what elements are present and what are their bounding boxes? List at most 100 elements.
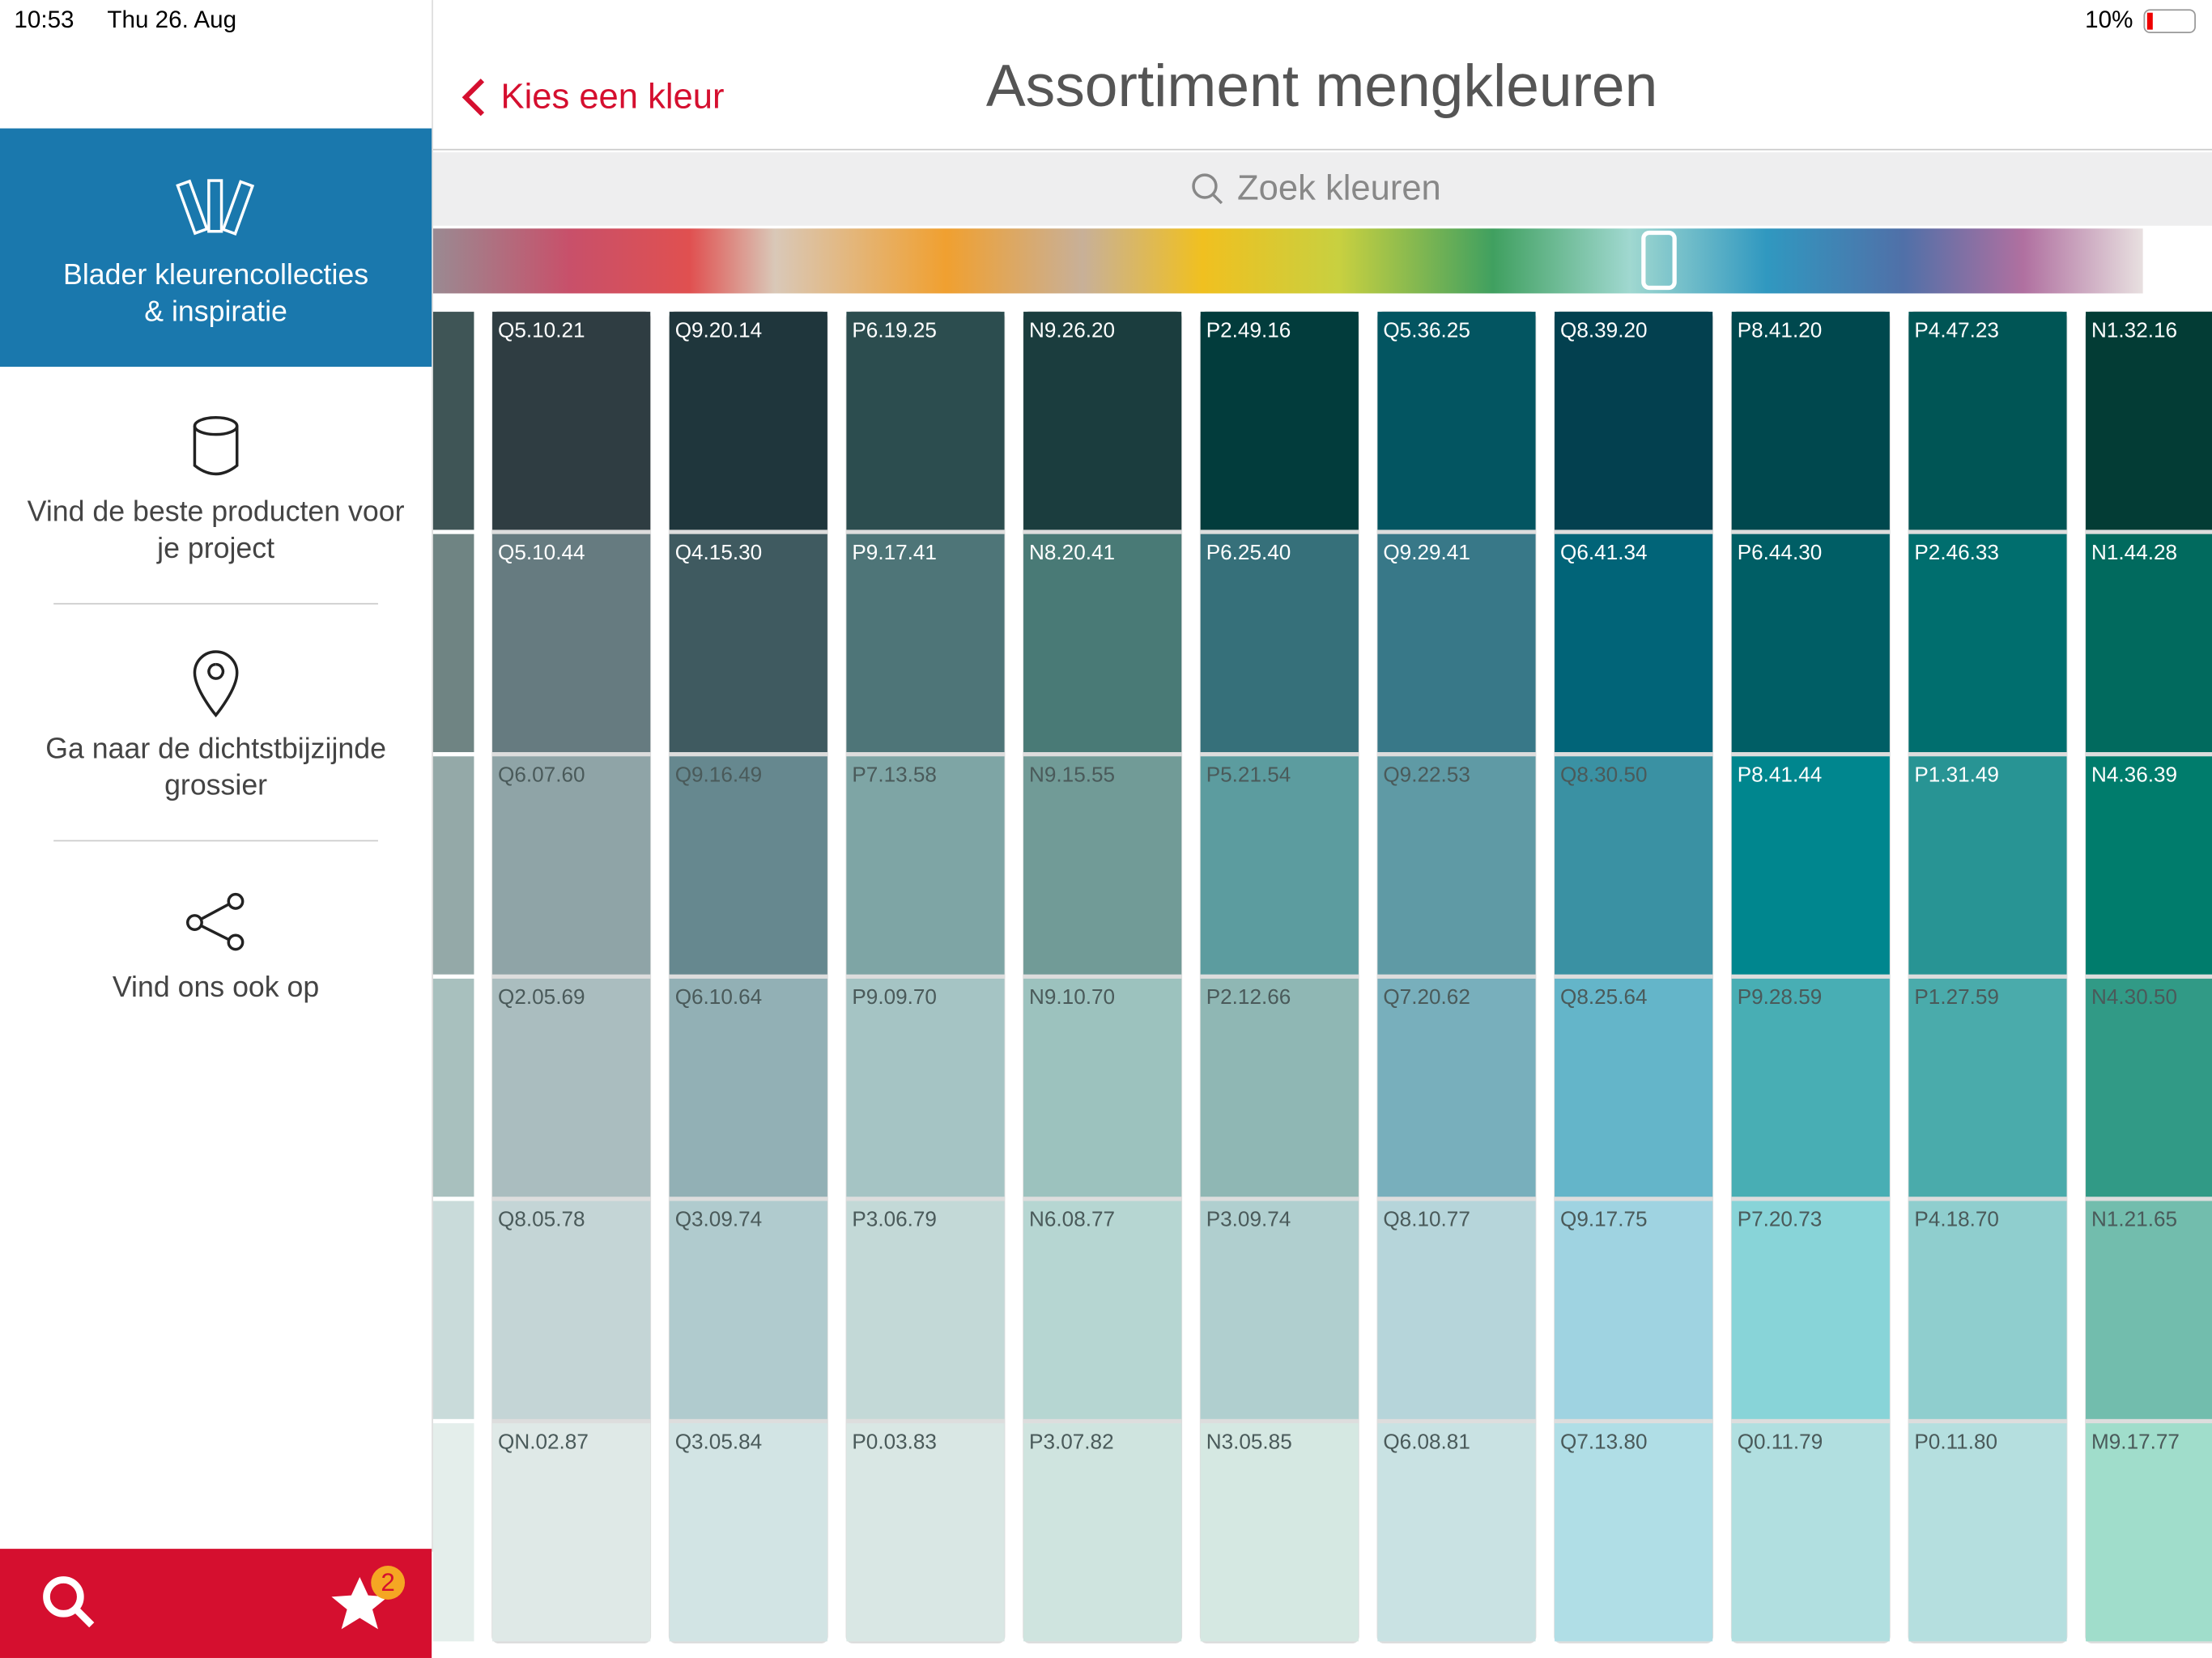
swatch-code: P3.06.79 (852, 1207, 937, 1231)
swatch[interactable] (1377, 312, 1536, 530)
swatch (432, 534, 474, 753)
swatch-code: N3.05.85 (1206, 1429, 1292, 1453)
swatch[interactable] (492, 756, 651, 975)
swatch[interactable] (1908, 756, 2067, 975)
swatch[interactable] (1908, 1201, 2067, 1419)
swatch[interactable] (1200, 1201, 1359, 1419)
pin-icon (193, 650, 239, 718)
sidebar-active[interactable] (0, 128, 432, 368)
swatch-code: Q5.10.44 (498, 540, 585, 564)
swatch[interactable] (1377, 756, 1536, 975)
swatch[interactable] (669, 756, 827, 975)
swatch[interactable] (1731, 1423, 1890, 1642)
swatch-code: Q8.10.77 (1383, 1207, 1470, 1231)
swatch[interactable] (669, 534, 827, 753)
swatch[interactable] (669, 1423, 827, 1642)
swatch[interactable] (492, 312, 651, 530)
swatch[interactable] (669, 312, 827, 530)
swatch[interactable] (846, 1423, 1005, 1642)
swatch[interactable] (1200, 756, 1359, 975)
swatch[interactable] (1731, 534, 1890, 753)
swatch[interactable] (846, 978, 1005, 1197)
swatch[interactable] (492, 1423, 651, 1642)
swatch-code: Q9.29.41 (1383, 540, 1470, 564)
swatch[interactable] (1908, 978, 2067, 1197)
swatch[interactable] (1023, 1201, 1182, 1419)
swatch[interactable] (1200, 312, 1359, 530)
back-button[interactable]: Kies een kleur (501, 77, 725, 116)
swatch-code: P6.44.30 (1738, 540, 1823, 564)
sidebar-label: Vind de beste producten voor (28, 495, 405, 528)
swatch-code: P4.47.23 (1914, 317, 1999, 342)
swatch[interactable] (1731, 1201, 1890, 1419)
swatch[interactable] (1908, 312, 2067, 530)
swatch-code: P8.41.44 (1738, 763, 1823, 787)
swatch[interactable] (1200, 1423, 1359, 1642)
swatch[interactable] (669, 1201, 827, 1419)
swatch[interactable] (1555, 1201, 1713, 1419)
swatch-code: Q8.05.78 (498, 1207, 585, 1231)
sidebar-label: Ga naar de dichtstbijzijnde (45, 732, 386, 764)
swatch[interactable] (2086, 312, 2212, 530)
swatch-code: Q9.16.49 (675, 763, 763, 787)
search-button[interactable] (43, 1576, 95, 1628)
swatch-code: N9.15.55 (1029, 763, 1115, 787)
swatch[interactable] (492, 978, 651, 1197)
back-chevron[interactable] (462, 79, 485, 117)
favorites-button[interactable] (331, 1576, 389, 1630)
swatch[interactable] (492, 1201, 651, 1419)
swatch-code: P6.25.40 (1206, 540, 1291, 564)
swatch[interactable] (1555, 756, 1713, 975)
swatch-code: Q7.20.62 (1383, 984, 1470, 1009)
swatch[interactable] (1023, 312, 1182, 530)
swatch[interactable] (1908, 1423, 2067, 1642)
swatch-code: P5.21.54 (1206, 763, 1291, 787)
swatch[interactable] (1555, 978, 1713, 1197)
swatch-code: P2.49.16 (1206, 317, 1291, 342)
swatch-code: Q7.13.80 (1560, 1429, 1647, 1453)
search-field[interactable] (432, 152, 2212, 226)
swatch-code: P9.17.41 (852, 540, 937, 564)
swatch[interactable] (2086, 1201, 2212, 1419)
swatch-code: Q5.36.25 (1383, 317, 1470, 342)
swatch[interactable] (1377, 1201, 1536, 1419)
swatch[interactable] (846, 1201, 1005, 1419)
swatch[interactable] (1731, 978, 1890, 1197)
swatch[interactable] (1023, 534, 1182, 753)
swatch[interactable] (1023, 1423, 1182, 1642)
swatch[interactable] (2086, 756, 2212, 975)
swatch[interactable] (1555, 534, 1713, 753)
swatch[interactable] (2086, 1423, 2212, 1642)
swatch[interactable] (1555, 312, 1713, 530)
swatch-code: Q2.05.69 (498, 984, 585, 1009)
swatch[interactable] (846, 534, 1005, 753)
swatch[interactable] (492, 534, 651, 753)
color-strip[interactable] (432, 228, 2143, 294)
swatch[interactable] (1200, 978, 1359, 1197)
swatch[interactable] (846, 312, 1005, 530)
swatch-code: P3.07.82 (1029, 1429, 1114, 1453)
product-icon (193, 416, 239, 476)
swatch[interactable] (1023, 978, 1182, 1197)
swatch (432, 756, 474, 975)
swatch-code: P3.09.74 (1206, 1207, 1291, 1231)
swatch[interactable] (1200, 534, 1359, 753)
swatch[interactable] (669, 978, 827, 1197)
swatch[interactable] (1377, 1423, 1536, 1642)
swatch-code: N9.10.70 (1029, 984, 1115, 1009)
swatch[interactable] (1908, 534, 2067, 753)
swatch-code: P2.12.66 (1206, 984, 1291, 1009)
swatch-code: P6.19.25 (852, 317, 937, 342)
swatch[interactable] (1377, 978, 1536, 1197)
swatch[interactable] (1555, 1423, 1713, 1642)
swatch[interactable] (2086, 978, 2212, 1197)
swatch[interactable] (846, 756, 1005, 975)
swatch[interactable] (1023, 756, 1182, 975)
swatch (432, 978, 474, 1197)
swatch[interactable] (1731, 312, 1890, 530)
swatch[interactable] (1377, 534, 1536, 753)
swatch-code: N1.44.28 (2091, 540, 2177, 564)
swatch[interactable] (1731, 756, 1890, 975)
swatch[interactable] (2086, 534, 2212, 753)
strip-handle[interactable] (1641, 230, 1677, 291)
